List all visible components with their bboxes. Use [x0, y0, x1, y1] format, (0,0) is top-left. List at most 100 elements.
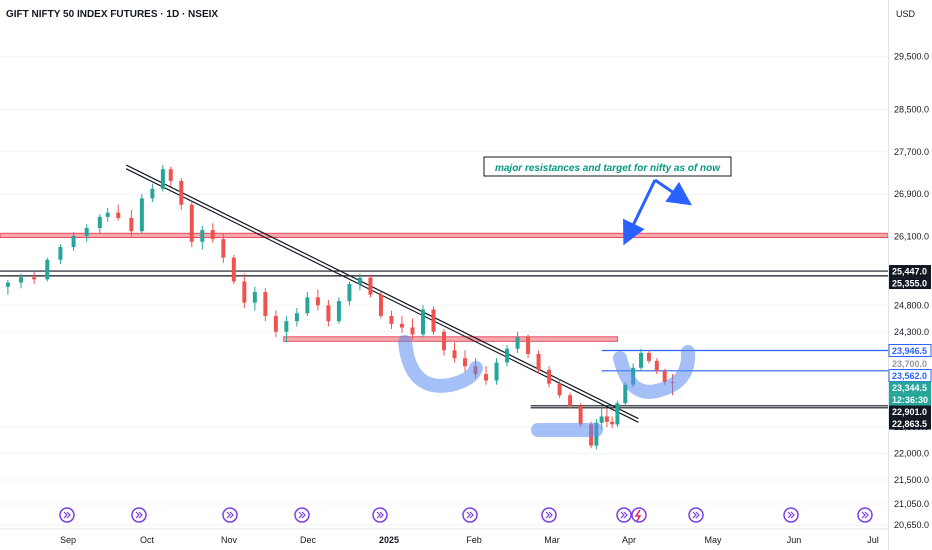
candle-body: [315, 297, 320, 306]
event-marker-icon[interactable]: [616, 507, 632, 523]
candles: [5, 165, 675, 450]
annotation-text: major resistances and target for nifty a…: [495, 163, 721, 174]
price-label-text: 25,447.0: [892, 267, 927, 277]
candle-body: [568, 395, 573, 406]
price-label-bg: [889, 277, 931, 290]
y-tick-label: 27,700.0: [894, 147, 929, 157]
candle-body: [221, 239, 226, 258]
candle-body: [505, 348, 510, 363]
candle-body: [578, 405, 583, 425]
candle-body: [139, 198, 144, 232]
candle-body: [615, 403, 620, 425]
event-marker-icon[interactable]: [462, 507, 478, 523]
event-marker-icon[interactable]: [222, 507, 238, 523]
annotation[interactable]: major resistances and target for nifty a…: [483, 156, 732, 246]
event-markers[interactable]: [59, 507, 873, 523]
candle-body: [336, 301, 341, 322]
x-tick-label: Oct: [140, 535, 155, 545]
candle-body: [515, 337, 520, 349]
candle-body: [452, 350, 457, 359]
annotation-arrow: [654, 178, 692, 206]
candle-body: [604, 416, 609, 422]
candle-body: [160, 169, 165, 189]
annotation-box: [483, 156, 732, 177]
y-tick-label: 26,100.0: [894, 231, 929, 241]
marker-chevron: [620, 511, 628, 519]
price-label-tag: 22,863.5: [889, 417, 931, 430]
price-label-text: 23,344.5: [892, 383, 927, 393]
candle-body: [662, 370, 667, 383]
event-marker-icon[interactable]: [372, 507, 388, 523]
trendline: [125, 164, 639, 420]
x-tick-label: May: [704, 535, 722, 545]
candle-body: [526, 337, 531, 354]
price-label-tag: 12:36:30: [889, 393, 931, 406]
event-marker-icon[interactable]: [857, 507, 873, 523]
horizontal-lines: [0, 270, 888, 409]
lightning-icon[interactable]: [631, 507, 647, 523]
event-marker-icon[interactable]: [688, 507, 704, 523]
candle-body: [179, 180, 184, 205]
marker-chevron: [226, 511, 234, 519]
candle-body: [623, 384, 628, 404]
candle-body: [284, 321, 289, 332]
event-marker-icon[interactable]: [131, 507, 147, 523]
price-label-bg: [889, 381, 931, 394]
marker-chevron: [545, 511, 553, 519]
resistance-zone: [283, 336, 618, 342]
y-tick-label: 20,650.0: [894, 520, 929, 530]
candle-body: [347, 284, 352, 302]
candle-body: [646, 352, 651, 361]
candle-body: [84, 228, 89, 236]
price-label-text: 23,700.0: [892, 359, 927, 369]
candle-body: [129, 217, 134, 232]
marker-chevron: [692, 511, 700, 519]
y-tick-label: 26,900.0: [894, 189, 929, 199]
marker-chevron: [861, 511, 869, 519]
price-label-text: 12:36:30: [892, 395, 928, 405]
candle-body: [442, 331, 446, 351]
marker-chevron: [376, 511, 384, 519]
event-marker-icon[interactable]: [294, 507, 310, 523]
annotation-arrow: [623, 179, 657, 246]
x-tick-label: Jun: [787, 535, 802, 545]
price-label-tag: 23,700.0: [889, 357, 931, 370]
currency-label[interactable]: USD: [896, 9, 916, 19]
event-marker-icon[interactable]: [541, 507, 557, 523]
price-label-bg: [889, 417, 931, 430]
marker-chevron: [787, 511, 795, 519]
candle-body: [294, 313, 299, 322]
chart-title: GIFT NIFTY 50 INDEX FUTURES · 1D · NSEIX: [6, 9, 219, 20]
event-marker-icon[interactable]: [59, 507, 75, 523]
price-label-tag: 23,946.5: [888, 343, 932, 357]
y-tick-label: 22,000.0: [894, 449, 929, 459]
candle-body: [305, 297, 310, 314]
y-tick-label: 21,500.0: [894, 475, 929, 485]
candle-body: [599, 416, 604, 423]
price-label-bg: [889, 393, 931, 406]
pattern-highlights: [398, 335, 696, 437]
price-axis: 29,500.0 28,500.0 27,700.0 26,900.0 26,100.0…: [888, 0, 932, 550]
price-label-text: 23,946.5: [892, 346, 927, 356]
candle-body: [494, 362, 499, 381]
grid-layer: [0, 55, 888, 526]
price-label-tag: 25,355.0: [889, 277, 931, 290]
candle-body: [252, 292, 257, 303]
x-tick-label: Sep: [60, 535, 76, 545]
x-tick-label: 2025: [379, 535, 399, 545]
event-marker-icon[interactable]: [783, 507, 799, 523]
candle-body: [399, 323, 404, 328]
candle-body: [326, 305, 331, 322]
y-tick-label: 24,800.0: [894, 300, 929, 310]
price-label-text: 23,562.0: [892, 371, 927, 381]
candle-body: [210, 230, 215, 240]
price-label-bg: [889, 265, 931, 278]
lightning-path: [634, 509, 642, 522]
candle-body: [97, 216, 102, 228]
x-tick-label: Jul: [867, 535, 879, 545]
candle-body: [105, 212, 110, 217]
left-shoulder-highlight: [398, 335, 483, 393]
candle-body: [610, 421, 615, 425]
price-label-text: 22,863.5: [892, 419, 927, 429]
